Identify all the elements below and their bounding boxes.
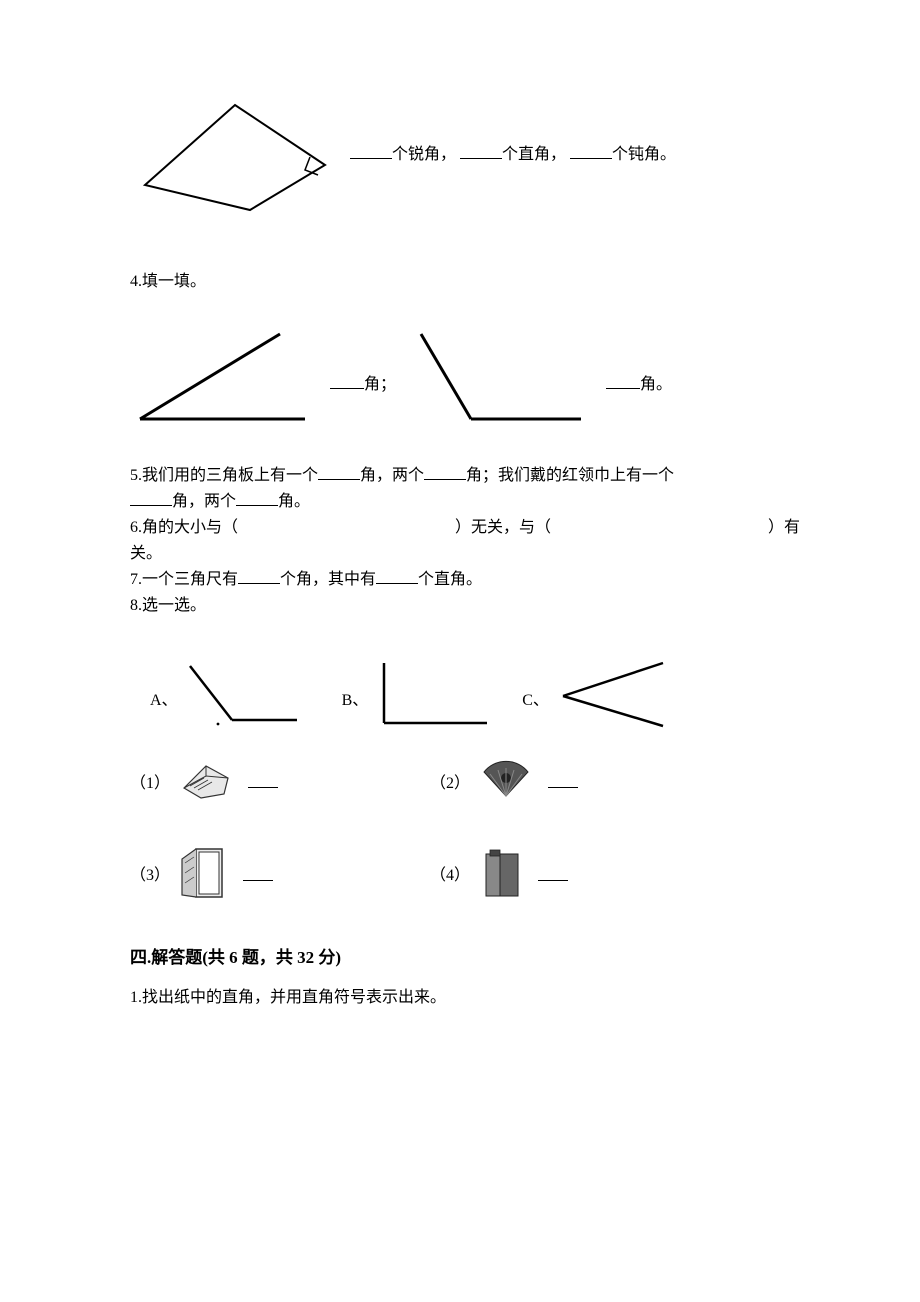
window-icon xyxy=(176,843,231,903)
obtuse-angle-icon xyxy=(182,658,302,728)
item4-num: （4） xyxy=(430,861,470,885)
item2-num: （2） xyxy=(430,769,470,793)
q8-label: 8.选一选。 xyxy=(130,594,800,618)
q7-b: 个角，其中有 xyxy=(280,571,376,588)
q6-line2: 关。 xyxy=(130,542,800,566)
q8-item-row-2: （3） （4） xyxy=(130,843,800,903)
q5-prefix: 5.我们用的三角板上有一个 xyxy=(130,467,318,484)
q3-part2: 个直角， xyxy=(502,146,566,163)
q8-item-1: （1） xyxy=(130,758,430,803)
book-icon xyxy=(176,758,236,803)
obtuse-angle-figure xyxy=(416,324,586,424)
q4-label: 4.填一填。 xyxy=(130,270,800,294)
q8-choice-a: A、 xyxy=(150,658,302,728)
acute-angle-icon xyxy=(553,658,673,728)
q7-a: 7.一个三角尺有 xyxy=(130,571,238,588)
q4-unit1: 角； xyxy=(364,376,396,393)
blank[interactable] xyxy=(606,374,640,389)
q8-items: （1） （2） xyxy=(130,758,800,903)
q3-part1: 个锐角， xyxy=(392,146,456,163)
q8-choice-b: B、 xyxy=(342,658,493,728)
q4-unit2: 角。 xyxy=(640,376,672,393)
blank[interactable] xyxy=(548,773,578,788)
q8-choices-row: A、 B、 C、 xyxy=(130,658,800,728)
q8-item-3: （3） xyxy=(130,843,430,903)
q5-line1: 5.我们用的三角板上有一个 角，两个 角；我们戴的红领巾上有一个 xyxy=(130,464,800,488)
q8-item-2: （2） xyxy=(430,758,730,803)
section4-q1: 1.找出纸中的直角，并用直角符号表示出来。 xyxy=(130,986,800,1010)
item1-num: （1） xyxy=(130,769,170,793)
blank[interactable] xyxy=(318,465,360,480)
q6-b: ）无关，与（ xyxy=(455,519,551,536)
q8-choice-c: C、 xyxy=(522,658,673,728)
blank[interactable] xyxy=(538,866,568,881)
section4-header: 四.解答题(共 6 题，共 32 分) xyxy=(130,943,800,968)
choice-c-label: C、 xyxy=(522,686,549,710)
q7-line: 7.一个三角尺有 个角，其中有 个直角。 xyxy=(130,568,800,592)
q5-p2: 角，两个 xyxy=(360,467,424,484)
q5-l2b: 角。 xyxy=(278,493,310,510)
acute-angle-figure xyxy=(130,324,310,424)
kite-shape xyxy=(130,80,340,220)
q5-p3: 角；我们戴的红领巾上有一个 xyxy=(466,467,674,484)
right-angle-icon xyxy=(372,658,492,728)
blank[interactable] xyxy=(243,866,273,881)
q8-item-4: （4） xyxy=(430,846,730,901)
folder-icon xyxy=(476,846,526,901)
fan-icon xyxy=(476,758,536,803)
blank[interactable] xyxy=(376,569,418,584)
blank[interactable] xyxy=(424,465,466,480)
blank[interactable] xyxy=(570,144,612,159)
q5-line2: 角，两个 角。 xyxy=(130,490,800,514)
q3-part3: 个钝角。 xyxy=(612,146,676,163)
blank[interactable] xyxy=(130,491,172,506)
worksheet-page: 个锐角， 个直角， 个钝角。 4.填一填。 角； 角。 5.我们用的三角板上有一… xyxy=(0,0,920,1302)
q4-row: 角； 角。 xyxy=(130,324,800,424)
blank[interactable] xyxy=(236,491,278,506)
blank[interactable] xyxy=(330,374,364,389)
q6-line1: 6.角的大小与（ ）无关，与（ ）有 xyxy=(130,516,800,540)
q6-c: ）有 xyxy=(768,519,800,536)
choice-b-label: B、 xyxy=(342,686,369,710)
blank[interactable] xyxy=(460,144,502,159)
blank[interactable] xyxy=(238,569,280,584)
q8-item-row-1: （1） （2） xyxy=(130,758,800,803)
q4-blank2: 角。 xyxy=(606,370,672,394)
q4-blank1: 角； xyxy=(330,370,396,394)
q3-row: 个锐角， 个直角， 个钝角。 xyxy=(130,80,800,220)
q7-c: 个直角。 xyxy=(418,571,482,588)
q5-l2a: 角，两个 xyxy=(172,493,236,510)
q6-a: 6.角的大小与（ xyxy=(130,519,238,536)
choice-a-label: A、 xyxy=(150,686,178,710)
blank[interactable] xyxy=(248,773,278,788)
item3-num: （3） xyxy=(130,861,170,885)
q3-text: 个锐角， 个直角， 个钝角。 xyxy=(350,140,676,164)
blank[interactable] xyxy=(350,144,392,159)
